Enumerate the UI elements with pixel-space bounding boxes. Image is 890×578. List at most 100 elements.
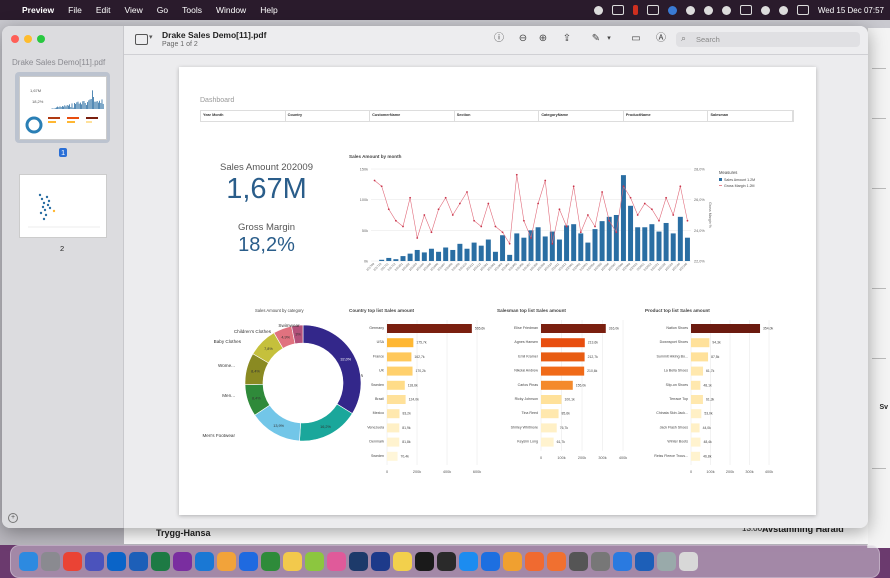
annotate-icon[interactable]: Ⓐ: [656, 33, 666, 44]
dock-app-finder-icon[interactable]: [19, 552, 38, 571]
add-page-button[interactable]: +: [8, 513, 18, 523]
wifi-icon[interactable]: [760, 5, 770, 15]
x-tick-label: 202105: [678, 262, 688, 272]
vpn-icon[interactable]: [685, 5, 695, 15]
status-app-icon[interactable]: [667, 5, 677, 15]
dock-app-mail-icon[interactable]: [613, 552, 632, 571]
background-trygg-label: Trygg-Hansa: [156, 528, 211, 538]
control-center-icon[interactable]: [796, 5, 809, 15]
x-tick-label: 202008: [614, 262, 624, 272]
dock-app-trash-icon[interactable]: [679, 552, 698, 571]
dock-app-vitamin-icon[interactable]: [305, 552, 324, 571]
menu-go[interactable]: Go: [156, 5, 169, 15]
bar-value-label: 155,0k: [576, 383, 586, 387]
dock-app-photos-icon[interactable]: [327, 552, 346, 571]
dock-app-sublime-icon[interactable]: [217, 552, 236, 571]
rotate-icon[interactable]: ▭: [631, 33, 641, 44]
gross-margin-point: [551, 242, 554, 245]
search-field[interactable]: ⌕ Search: [676, 32, 860, 47]
search-icon[interactable]: [778, 5, 788, 15]
close-button[interactable]: [11, 35, 19, 43]
x-tick-label: 200k: [726, 470, 734, 474]
dock-app-files-icon[interactable]: [503, 552, 522, 571]
bar-value-label: 212,7k: [588, 355, 598, 359]
dock-app-vim-icon[interactable]: [261, 552, 280, 571]
dock-app-tasks-icon[interactable]: [525, 552, 544, 571]
menu-tools[interactable]: Tools: [182, 5, 202, 15]
dock-app-sound-icon[interactable]: [415, 552, 434, 571]
dock-app-app-store-icon[interactable]: [459, 552, 478, 571]
thumbnail-bar: [86, 105, 87, 109]
menu-window[interactable]: Window: [215, 5, 247, 15]
menu-edit[interactable]: Edit: [95, 5, 111, 15]
bar: [387, 324, 472, 333]
cloud-icon[interactable]: [593, 5, 603, 15]
chevron-down-icon[interactable]: ▾: [149, 34, 153, 41]
page-thumbnail-2[interactable]: [15, 170, 110, 241]
dock-app-calculator-icon[interactable]: [591, 552, 610, 571]
monthly-bar: [428, 248, 434, 261]
monthly-bar: [471, 242, 477, 261]
dock-app-word-icon[interactable]: [635, 552, 654, 571]
dock-app-photoshop-icon[interactable]: [371, 552, 390, 571]
filter-country[interactable]: Country: [286, 111, 371, 121]
monthly-bar: [556, 239, 562, 261]
dock-app-lightroom-icon[interactable]: [349, 552, 368, 571]
bar-category-label: La Bella Shoes: [664, 369, 688, 373]
dock-app-clock-icon[interactable]: [437, 552, 456, 571]
sidebar-toggle-icon[interactable]: [135, 34, 148, 45]
menu-file[interactable]: File: [68, 5, 82, 15]
recording-icon[interactable]: [632, 5, 638, 15]
filter-category-name[interactable]: CategoryName: [539, 111, 624, 121]
filter-product-name[interactable]: ProductName: [624, 111, 709, 121]
dock-app-keychain-icon[interactable]: [569, 552, 588, 571]
filter-section[interactable]: Section: [455, 111, 540, 121]
menu-app-name[interactable]: Preview: [22, 5, 55, 15]
zoom-in-icon[interactable]: ⊕: [538, 33, 548, 44]
thumbnail-point: [48, 206, 52, 210]
x-tick-label: 0: [540, 456, 542, 460]
dock-app-teamviewer-icon[interactable]: [239, 552, 258, 571]
gross-margin-point: [544, 179, 547, 182]
menu-help[interactable]: Help: [260, 5, 278, 15]
donut-value-label: 16,2%: [320, 425, 331, 429]
monthly-bar: [592, 229, 598, 261]
markup-pen-icon[interactable]: ✎: [591, 33, 601, 44]
dock-app-launchpad-icon[interactable]: [41, 552, 60, 571]
dock-app-excel-icon[interactable]: [151, 552, 170, 571]
info-icon[interactable]: ⓘ: [494, 33, 504, 44]
filter-salesman[interactable]: Salesman: [708, 111, 794, 121]
filter-year-month[interactable]: Year Month: [201, 111, 286, 121]
menu-view[interactable]: View: [124, 5, 143, 15]
dock-app-shazam-icon[interactable]: [481, 552, 500, 571]
zoom-button[interactable]: [37, 35, 45, 43]
minimize-button[interactable]: [24, 35, 32, 43]
dock-app-word-icon[interactable]: [129, 552, 148, 571]
thumbnail-bar: [57, 106, 58, 109]
clock[interactable]: Wed 15 Dec 07:57: [817, 5, 884, 15]
battery-icon[interactable]: [739, 5, 752, 15]
bar-category-label: Downsport Shoes: [660, 340, 689, 344]
phone-icon[interactable]: [611, 5, 624, 15]
dock-app-onedrive-icon[interactable]: [195, 552, 214, 571]
volume-icon[interactable]: [721, 5, 731, 15]
gross-margin-point: [451, 214, 454, 216]
monthly-bar: [542, 236, 548, 261]
dock-app-preview-icon[interactable]: [657, 552, 676, 571]
dock-app-teams-icon[interactable]: [85, 552, 104, 571]
s-app-icon[interactable]: [646, 5, 659, 15]
dock-app-chrome-icon[interactable]: [63, 552, 82, 571]
dock-app-stickies-icon[interactable]: [393, 552, 412, 571]
filter-customer-name[interactable]: CustomerName: [370, 111, 455, 121]
dock-app-outlook-icon[interactable]: [107, 552, 126, 571]
dock-app-onenote-icon[interactable]: [173, 552, 192, 571]
bar-category-label: Mexico: [373, 411, 384, 415]
zoom-out-icon[interactable]: ⊖: [518, 33, 528, 44]
page-thumbnail-1[interactable]: 1,67M 18,2%: [15, 72, 110, 143]
dock-app-notes-icon[interactable]: [283, 552, 302, 571]
markup-chevron-icon[interactable]: ▾: [607, 35, 611, 42]
share-icon[interactable]: ⇪: [562, 33, 572, 44]
dock-app-paint-icon[interactable]: [547, 552, 566, 571]
play-icon[interactable]: [703, 5, 713, 15]
monthly-bar: [414, 249, 420, 261]
